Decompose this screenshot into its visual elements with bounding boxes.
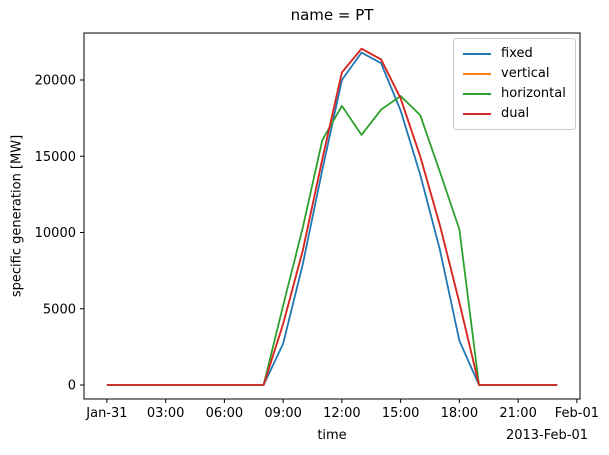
x-tick-label: Jan-31 [85, 406, 127, 421]
chart-title: name = PT [290, 6, 374, 24]
series-line-horizontal [106, 95, 558, 386]
legend-swatch-dual [463, 113, 491, 115]
legend-label: fixed [501, 46, 533, 61]
legend-swatch-vertical [463, 73, 491, 75]
y-tick-label: 15000 [35, 150, 76, 165]
x-axis-label: time [317, 428, 347, 443]
legend-label: horizontal [501, 86, 566, 101]
y-tick-label: 20000 [35, 74, 76, 89]
legend-swatch-horizontal [463, 93, 491, 95]
x-tick-label: 12:00 [323, 406, 360, 421]
x-tick-label: Feb-01 [555, 406, 599, 421]
legend-item-horizontal: horizontal [463, 84, 566, 104]
y-tick-label: 0 [68, 379, 76, 394]
x-tick-label: 09:00 [264, 406, 301, 421]
axes-frame [83, 32, 581, 400]
y-tick-label: 5000 [43, 302, 76, 317]
x-tick-label: 15:00 [382, 406, 419, 421]
x-tick-label: 03:00 [147, 406, 184, 421]
y-tick-label: 10000 [35, 226, 76, 241]
x-tick-label: 18:00 [441, 406, 478, 421]
x-tick-label: 21:00 [499, 406, 536, 421]
legend-item-fixed: fixed [463, 44, 566, 64]
legend-item-dual: dual [463, 104, 566, 124]
legend-swatch-fixed [463, 53, 491, 55]
legend-label: dual [501, 106, 530, 121]
x-axis-date-offset: 2013-Feb-01 [505, 428, 588, 443]
series-line-dual [106, 47, 558, 386]
legend-item-vertical: vertical [463, 64, 566, 84]
x-tick-label: 06:00 [206, 406, 243, 421]
legend: fixed vertical horizontal dual [453, 38, 576, 130]
legend-label: vertical [501, 66, 550, 81]
